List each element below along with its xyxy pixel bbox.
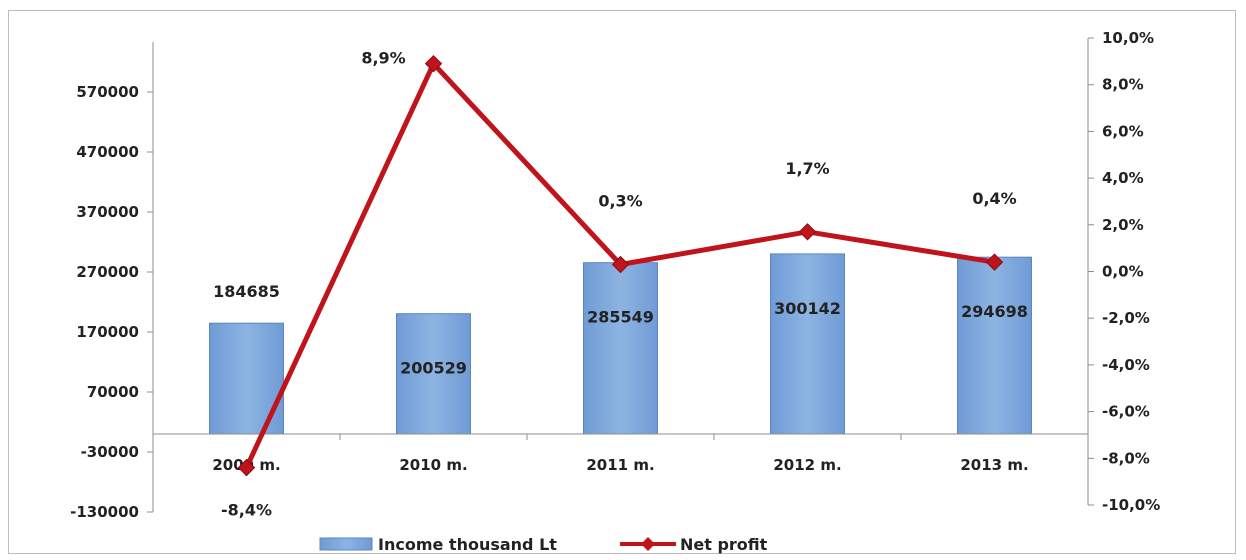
legend-label-net-profit: Net profit [680, 535, 768, 554]
x-axis-tick-label: 2012 m. [773, 456, 841, 474]
bar-value-label: 184685 [213, 282, 280, 301]
right-axis-tick-label: 0,0% [1102, 263, 1144, 281]
right-axis-tick-label: -6,0% [1102, 403, 1150, 421]
x-axis-tick-label: 2010 m. [399, 456, 467, 474]
bar [957, 256, 1032, 435]
legend: Income thousand Lt Net profit [319, 535, 768, 554]
right-axis-tick-label: -4,0% [1102, 356, 1150, 374]
line-layer [237, 54, 1004, 477]
left-axis-tick-label: -130000 [70, 503, 139, 521]
right-axis-tick-label: 10,0% [1102, 29, 1154, 47]
bar-value-label: 285549 [587, 308, 654, 327]
bar-value-label: 300142 [774, 299, 841, 318]
legend-label-income: Income thousand Lt [378, 535, 557, 554]
net-profit-marker [985, 253, 1004, 271]
legend-marker-net-profit [641, 537, 655, 551]
right-axis-tick-label: -8,0% [1102, 449, 1150, 467]
net-profit-marker [798, 223, 817, 241]
legend-swatch-income [319, 537, 373, 551]
left-axis-tick-label: 170000 [76, 323, 139, 341]
bar-value-label: 294698 [961, 302, 1028, 321]
bars-layer [209, 253, 1032, 435]
x-axis-tick-label: 2013 m. [960, 456, 1028, 474]
right-axis-tick-label: -10,0% [1102, 496, 1160, 514]
left-axis-tick-label: 370000 [76, 203, 139, 221]
net-profit-marker [237, 458, 256, 477]
right-axis-tick-label: 6,0% [1102, 122, 1144, 140]
left-axis-tick-label: 270000 [76, 263, 139, 281]
bar-value-label: 200529 [400, 359, 467, 378]
bar [770, 253, 845, 435]
right-axis-tick-label: 8,0% [1102, 76, 1144, 94]
labels-layer: 184685 200529 285549 300142 294698 -8,4% 8,9% 0… [213, 49, 1028, 520]
left-axis-tick-label: 470000 [76, 143, 139, 161]
left-axis-tick-label: 570000 [76, 83, 139, 101]
left-axis-tick-label: -30000 [81, 443, 139, 461]
right-axis-tick-label: 2,0% [1102, 216, 1144, 234]
right-axis-tick-label: 4,0% [1102, 169, 1144, 187]
x-axis-tick-label: 2011 m. [586, 456, 654, 474]
bar [396, 313, 471, 435]
net-profit-marker [424, 54, 443, 73]
axes-layer: 570000 470000 370000 270000 170000 70000 -3000… [70, 29, 1160, 521]
bar [583, 262, 658, 435]
net-profit-marker [611, 255, 630, 274]
left-axis-tick-label: 70000 [87, 383, 139, 401]
net-profit-value-label: 1,7% [785, 159, 829, 178]
right-axis-tick-label: -2,0% [1102, 309, 1150, 327]
net-profit-value-label: 0,4% [972, 189, 1016, 208]
net-profit-value-label: 0,3% [598, 191, 642, 210]
net-profit-value-label: -8,4% [221, 501, 272, 520]
net-profit-value-label: 8,9% [361, 49, 405, 68]
